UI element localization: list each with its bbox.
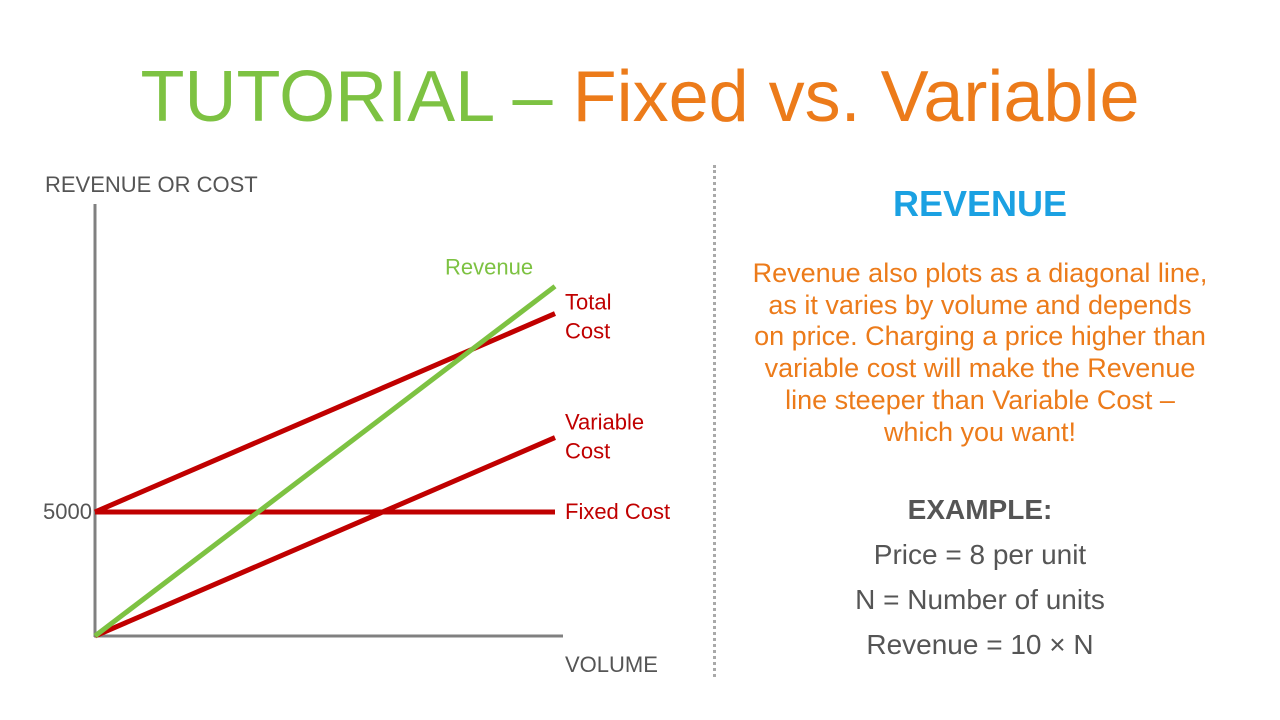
series-label-fixed-cost: Fixed Cost: [565, 499, 670, 524]
page-title: TUTORIAL – Fixed vs. Variable: [0, 52, 1280, 142]
series-line-revenue: [93, 284, 557, 638]
example-line-units: N = Number of units: [855, 584, 1105, 615]
revenue-description: Revenue also plots as a diagonal line, a…: [752, 258, 1208, 447]
cost-revenue-chart: REVENUE OR COST VOLUME 5000 Total CostVar…: [43, 172, 670, 677]
series-label-revenue: Revenue: [445, 254, 533, 279]
example-line-price: Price = 8 per unit: [873, 539, 1087, 570]
title-part-tutorial: TUTORIAL –: [140, 57, 573, 137]
y-tick-label-5000: 5000: [43, 499, 92, 524]
series-lines: [93, 284, 557, 639]
series-line-total-cost: [94, 311, 556, 515]
series-label-total-cost: Total Cost: [565, 290, 611, 344]
revenue-heading: REVENUE: [892, 183, 1068, 224]
x-axis-label: VOLUME: [565, 652, 658, 677]
series-label-line: Variable: [565, 410, 644, 435]
series-label-line: Cost: [565, 319, 610, 344]
column-divider: [713, 165, 716, 677]
title-part-topic: Fixed vs. Variable: [572, 57, 1140, 137]
series-labels: Total Cost Variable Cost Fixed Cost Revenue: [445, 254, 670, 524]
example-line-revenue: Revenue = 10 × N: [866, 629, 1094, 660]
series-label-line: Total: [565, 290, 611, 315]
series-line-variable-cost: [94, 435, 556, 639]
series-label-variable-cost: Variable Cost: [565, 410, 644, 464]
series-label-line: Revenue: [445, 254, 533, 279]
example-heading: EXAMPLE:: [907, 494, 1053, 525]
series-label-line: Cost: [565, 439, 610, 464]
series-label-line: Fixed Cost: [565, 499, 670, 524]
y-axis-label: REVENUE OR COST: [45, 172, 258, 197]
